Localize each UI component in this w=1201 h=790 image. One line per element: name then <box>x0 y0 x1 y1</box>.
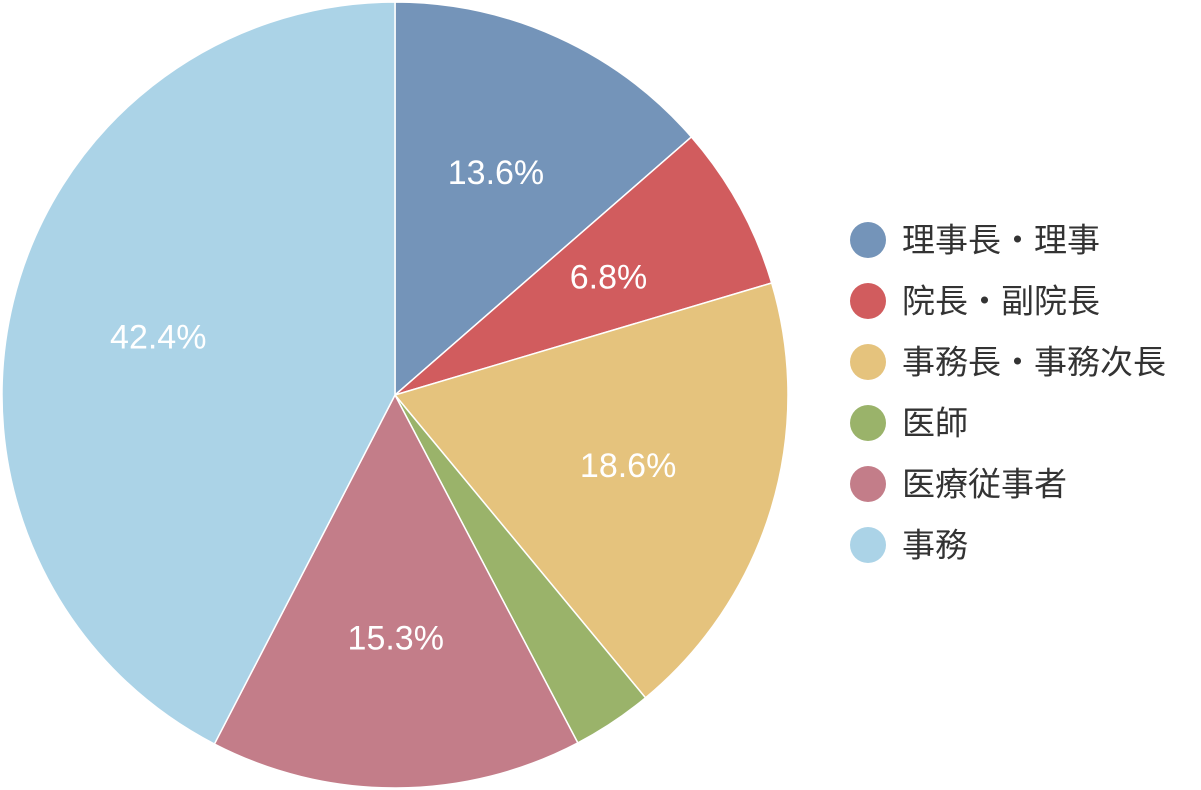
pie-slice-0 <box>394 1 693 397</box>
legend-item-5: 事務 <box>850 526 968 565</box>
pie-slice-labels: 13.6% 6.8% 18.6% 15.3% 42.4% <box>110 154 676 657</box>
legend-label-5: 事務 <box>902 526 968 565</box>
pie-slice-1 <box>394 135 773 396</box>
legend-item-0: 理事長・理事 <box>850 221 1100 260</box>
legend-label-1: 院長・副院長 <box>902 282 1100 321</box>
legend-label-3: 医師 <box>902 404 968 443</box>
slice-value-label-1: 6.8% <box>570 259 648 297</box>
legend-swatch-0 <box>850 222 886 258</box>
legend-swatch-5 <box>850 527 886 563</box>
legend-label-4: 医療従事者 <box>902 465 1067 504</box>
pie-slices <box>1 1 789 789</box>
slice-value-label-5: 42.4% <box>110 318 206 356</box>
legend-item-2: 事務長・事務次長 <box>850 343 1166 382</box>
slice-value-label-2: 18.6% <box>580 447 676 485</box>
legend-swatch-3 <box>850 405 886 441</box>
pie-slice-4 <box>213 393 579 789</box>
legend-item-3: 医師 <box>850 404 968 443</box>
legend-swatch-1 <box>850 283 886 319</box>
legend-item-4: 医療従事者 <box>850 465 1067 504</box>
slice-value-label-0: 13.6% <box>448 154 544 192</box>
legend-label-2: 事務長・事務次長 <box>902 343 1166 382</box>
legend-swatch-2 <box>850 344 886 380</box>
legend-item-1: 院長・副院長 <box>850 282 1100 321</box>
pie-slice-5 <box>1 1 396 746</box>
legend-swatch-4 <box>850 466 886 502</box>
pie-slice-2 <box>393 282 789 699</box>
slice-value-label-4: 15.3% <box>348 620 444 658</box>
legend-label-0: 理事長・理事 <box>902 221 1100 260</box>
